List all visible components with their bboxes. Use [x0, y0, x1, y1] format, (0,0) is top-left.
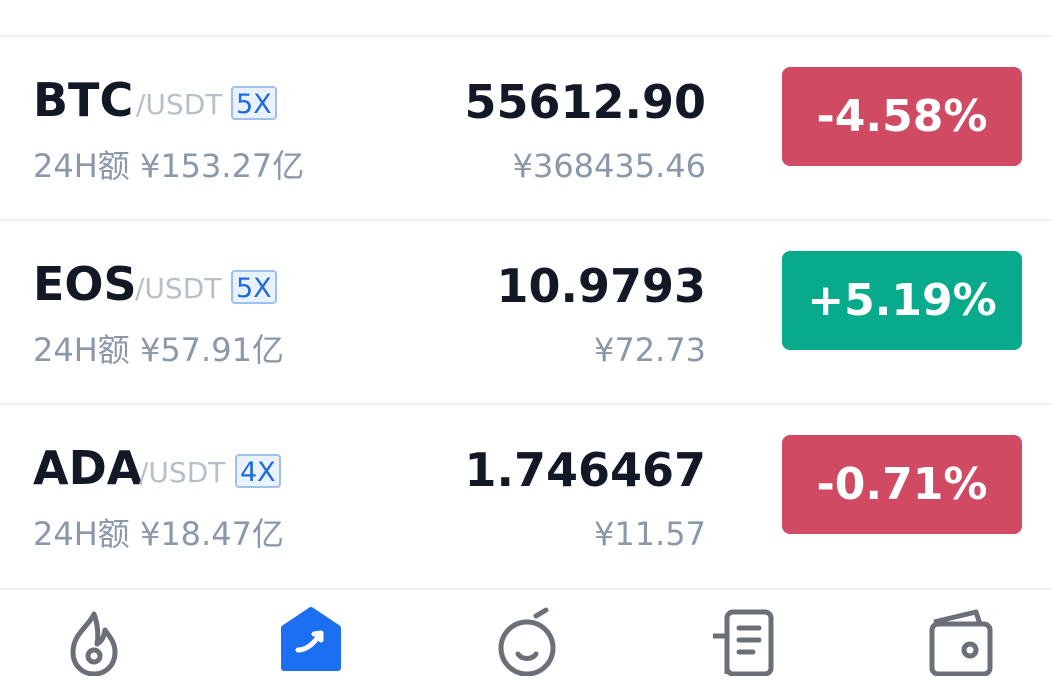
price-cny: ¥72.73 [594, 331, 706, 369]
fire-icon [70, 611, 118, 677]
pair-quote: /USDT [136, 88, 223, 121]
tab-news[interactable] [709, 606, 779, 677]
last-price: 10.9793 [496, 259, 706, 313]
bottom-tab-bar [0, 588, 1052, 677]
pair-symbol: EOS [33, 257, 137, 311]
price-cny: ¥11.57 [594, 515, 706, 553]
last-price: 55612.90 [464, 75, 706, 129]
market-row-btc[interactable]: BTC /USDT 5X 24H额 ¥153.27亿 55612.90 ¥368… [0, 37, 1052, 221]
pair-quote: /USDT [139, 456, 226, 489]
pair-symbol: ADA [33, 441, 143, 495]
news-icon [713, 609, 774, 677]
tabbar-divider [0, 588, 1052, 590]
pair-symbol: BTC [33, 73, 134, 127]
pair-quote: /USDT [135, 272, 222, 305]
market-row-ada[interactable]: ADA /USDT 4X 24H额 ¥18.47亿 1.746467 ¥11.5… [0, 405, 1052, 589]
tab-wallet[interactable] [926, 606, 996, 677]
discover-icon [498, 607, 556, 677]
leverage-badge: 4X [235, 454, 281, 488]
leverage-badge: 5X [231, 270, 277, 304]
tab-home[interactable] [59, 606, 129, 677]
header-divider [0, 35, 1052, 37]
volume-24h: 24H额 ¥57.91亿 [33, 331, 284, 369]
change-badge[interactable]: -4.58% [782, 67, 1022, 166]
volume-24h: 24H额 ¥153.27亿 [33, 147, 305, 185]
last-price: 1.746467 [464, 443, 706, 497]
tab-discover[interactable] [492, 606, 562, 677]
market-row-eos[interactable]: EOS /USDT 5X 24H额 ¥57.91亿 10.9793 ¥72.73… [0, 221, 1052, 405]
row-divider [0, 219, 1052, 221]
change-badge[interactable]: -0.71% [782, 435, 1022, 534]
price-cny: ¥368435.46 [512, 147, 706, 185]
row-divider [0, 403, 1052, 405]
wallet-icon [929, 609, 993, 677]
volume-24h: 24H额 ¥18.47亿 [33, 515, 284, 553]
leverage-badge: 5X [231, 86, 277, 120]
change-badge[interactable]: +5.19% [782, 251, 1022, 350]
tab-trade[interactable] [276, 606, 346, 676]
trade-icon [281, 607, 341, 671]
